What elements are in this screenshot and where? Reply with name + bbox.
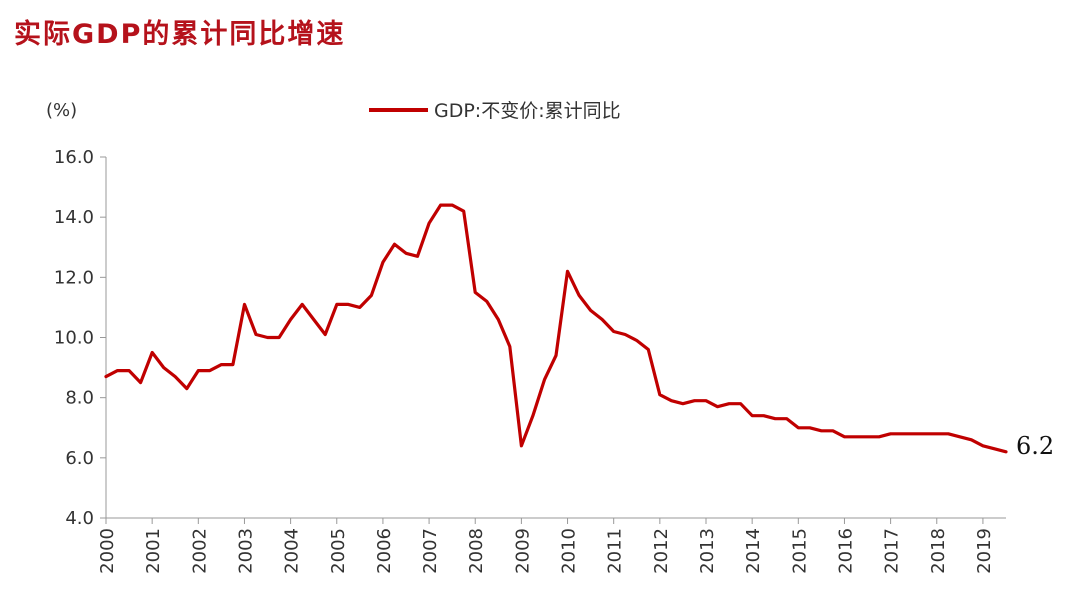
x-tick-label: 2018: [928, 528, 949, 574]
y-axis: 4.0 6.0 8.0 10.0 12.0 14.0 16.0: [54, 147, 107, 529]
y-tick-label: 16.0: [54, 147, 94, 168]
y-tick-label: 12.0: [54, 267, 94, 288]
last-value-annotation: 6.2: [1016, 432, 1054, 460]
x-tick-label: 2006: [374, 528, 395, 574]
x-tick-label: 2014: [743, 528, 764, 574]
x-tick-label: 2007: [420, 528, 441, 574]
x-tick-label: 2012: [651, 528, 672, 574]
y-axis-unit-label: (%): [46, 100, 77, 121]
x-tick-label: 2019: [974, 528, 995, 574]
x-axis: 2000 2001 2002 2003 2004 2005 2006 2007 2008 2009…: [97, 517, 1006, 574]
y-tick-label: 6.0: [65, 448, 94, 469]
x-tick-label: 2002: [189, 528, 210, 574]
y-tick-label: 14.0: [54, 207, 94, 228]
y-tick-label: 8.0: [65, 388, 94, 409]
plot-area: [104, 203, 1008, 454]
x-tick-label: 2015: [789, 528, 810, 574]
x-tick-label: 2008: [466, 528, 487, 574]
x-tick-label: 2010: [559, 528, 580, 574]
series-line-gdp: [104, 203, 1008, 454]
x-tick-label: 2009: [512, 528, 533, 574]
x-tick-label: 2016: [835, 528, 856, 574]
y-tick-label: 4.0: [65, 508, 94, 529]
x-tick-label: 2013: [697, 528, 718, 574]
x-tick-label: 2011: [605, 528, 626, 574]
y-tick-label: 10.0: [54, 328, 94, 349]
page-title: 实际GDP的累计同比增速: [14, 19, 346, 50]
legend: GDP:不变价:累计同比: [369, 100, 621, 122]
legend-label: GDP:不变价:累计同比: [434, 100, 621, 122]
x-tick-label: 2003: [235, 528, 256, 574]
x-tick-label: 2000: [97, 528, 118, 574]
x-tick-label: 2004: [282, 528, 303, 574]
x-tick-label: 2005: [328, 528, 349, 574]
x-tick-label: 2017: [882, 528, 903, 574]
x-tick-label: 2001: [143, 528, 164, 574]
